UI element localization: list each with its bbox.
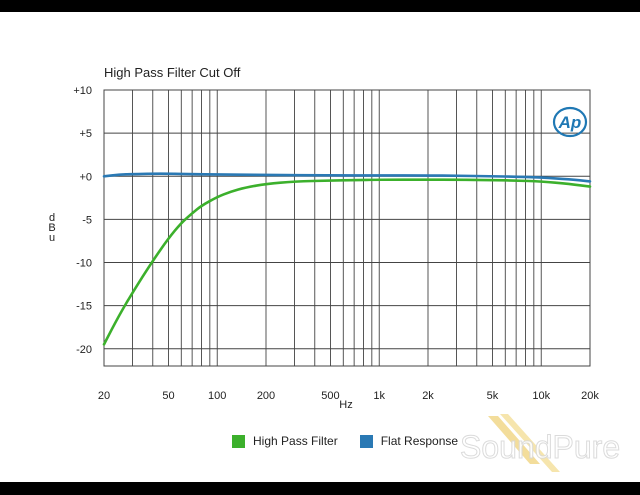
soundpure-watermark: SoundPure (460, 414, 630, 481)
legend-label-high-pass: High Pass Filter (253, 434, 338, 448)
legend-swatch-high-pass (232, 434, 245, 448)
y-axis-label-char: u (49, 232, 55, 244)
y-axis-label-char: B (48, 222, 55, 234)
x-tick-label: 20k (581, 390, 599, 402)
legend-label-flat: Flat Response (380, 434, 459, 448)
y-axis-label-char: d (49, 212, 55, 224)
watermark-text: SoundPure (460, 429, 620, 465)
legend-item-high-pass: High Pass Filter (232, 434, 338, 448)
legend-item-flat: Flat Response (359, 434, 459, 448)
legend-swatch-flat (359, 434, 373, 448)
x-tick-label: 10k (532, 390, 550, 402)
y-tick-label: +0 (79, 171, 92, 183)
y-tick-label: -20 (76, 344, 92, 356)
x-tick-label: 20 (98, 390, 110, 402)
y-tick-label: -15 (76, 301, 92, 313)
x-tick-label: 50 (162, 390, 174, 402)
y-tick-label: +10 (73, 85, 92, 97)
x-tick-label: 2k (422, 390, 434, 402)
series-line-high-pass (102, 178, 592, 346)
chart-svg: 20 50 100 200 500 1k 2k 5k 10k 20k +10 +5 +0 -5 -10 -15… (48, 85, 599, 411)
chart-title: High Pass Filter Cut Off (104, 65, 241, 80)
x-axis-label: Hz (339, 399, 352, 411)
legend: High Pass Filter Flat Response (232, 434, 480, 448)
y-axis-label: dBu (48, 212, 55, 244)
x-tick-label: 1k (373, 390, 385, 402)
y-tick-label: -5 (82, 214, 92, 226)
ap-logo-text: Ap (558, 113, 582, 132)
chart-frame: High Pass Filter Cut Off 20 50 100 200 500 1k… (0, 12, 640, 482)
x-tick-label: 500 (321, 390, 339, 402)
plot-area (103, 89, 591, 367)
x-tick-label: 200 (257, 390, 275, 402)
y-tick-label: +5 (79, 128, 92, 140)
y-tick-label: -10 (76, 258, 92, 270)
x-tick-label: 100 (208, 390, 226, 402)
watermark-logo-icon (488, 414, 560, 472)
x-tick-label: 5k (487, 390, 499, 402)
series-line-flat-response (102, 172, 592, 183)
ap-logo-icon: Ap (551, 105, 589, 144)
